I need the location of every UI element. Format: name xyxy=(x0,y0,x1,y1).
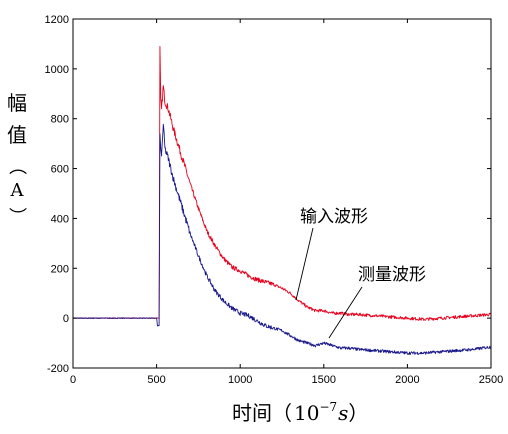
y-tick-label: -200 xyxy=(47,363,69,375)
y-tick-label: 200 xyxy=(51,263,69,275)
series-line-input xyxy=(73,45,491,321)
y-tick-label: 1200 xyxy=(45,14,69,26)
plot-area xyxy=(73,45,491,355)
x-tick-label: 1000 xyxy=(228,374,252,386)
x-tick-label: 1500 xyxy=(312,374,336,386)
series-line-measured xyxy=(73,123,491,355)
x-axis-label: 时间（ 10−7s） xyxy=(232,400,368,425)
y-tick-label: 0 xyxy=(63,313,69,325)
y-axis-label-char: （ xyxy=(6,157,27,175)
x-tick-label: 0 xyxy=(70,374,76,386)
x-tick-label: 2500 xyxy=(479,374,503,386)
annotation-leader-line xyxy=(295,227,314,301)
x-tick-label: 500 xyxy=(147,374,165,386)
y-tick-label: 600 xyxy=(51,164,69,176)
axes xyxy=(72,18,492,369)
annotation-leader-line xyxy=(328,286,363,339)
y-axis-label-char: 幅 xyxy=(7,91,27,115)
y-tick-label: 400 xyxy=(51,213,69,225)
y-tick-label: 1000 xyxy=(45,64,69,76)
y-axis-label-char: A xyxy=(10,180,25,201)
chart-text: 0 500 1000 1500 2000 2500-2000200400600800100… xyxy=(6,14,503,425)
y-tick-label: 800 xyxy=(51,114,69,126)
x-tick-label: 2000 xyxy=(395,374,419,386)
plot-frame xyxy=(72,18,492,369)
annotation-input: 输入波形 xyxy=(300,207,368,227)
annotation-measured: 测量波形 xyxy=(358,265,426,285)
y-axis-label-char: ） xyxy=(6,207,27,225)
y-axis-label-char: 值 xyxy=(7,123,27,147)
